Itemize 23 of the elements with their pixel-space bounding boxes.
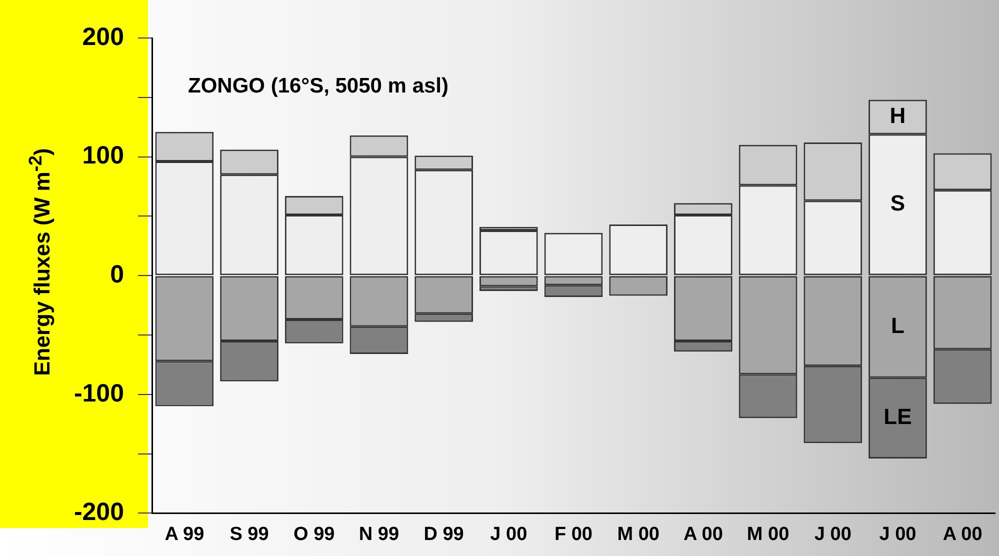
x-tick-label: S 99 [230, 524, 269, 545]
x-tick-label: O 99 [294, 524, 335, 545]
x-tick-label: J 00 [879, 524, 916, 545]
x-tick-label: M 00 [746, 524, 790, 545]
x-tick-label: A 00 [683, 524, 723, 545]
series-label: L [891, 312, 904, 338]
x-tick-label: J 00 [814, 524, 852, 545]
y-tick-label: -100 [74, 379, 124, 408]
series-label: S [890, 190, 906, 216]
x-tick-label: N 99 [358, 524, 400, 545]
text: ZONGO (16°S, 5050 m asl) [188, 74, 449, 98]
series-label: H [890, 103, 906, 128]
y-tick-label: -200 [74, 498, 124, 526]
series-label: LE [884, 404, 912, 430]
y-tick-label: 100 [82, 142, 124, 170]
x-tick-label: D 99 [424, 524, 464, 545]
y-tick-label: 200 [82, 22, 124, 51]
y-tick-label: 0 [110, 260, 124, 288]
x-tick-label: J 00 [490, 524, 528, 545]
x-tick-label: M 00 [617, 524, 660, 545]
x-tick-label: F 00 [554, 524, 593, 545]
x-tick-label: A 99 [164, 524, 204, 545]
x-tick-label: A 00 [942, 524, 982, 545]
